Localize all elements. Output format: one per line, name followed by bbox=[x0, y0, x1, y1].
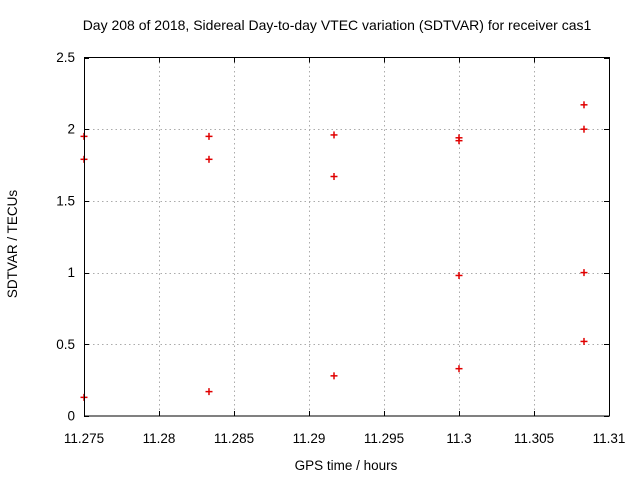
data-points bbox=[80, 101, 588, 401]
y-tick-label: 0 bbox=[67, 409, 75, 424]
x-tick-label: 11.31 bbox=[593, 431, 626, 446]
x-tick-label: 11.29 bbox=[293, 431, 326, 446]
data-point-marker bbox=[580, 125, 588, 133]
y-tick-label: 0.5 bbox=[56, 337, 75, 352]
data-point-marker bbox=[580, 269, 588, 277]
x-tick-label: 11.295 bbox=[364, 431, 404, 446]
tick-labels: 11.275 11.28 11.285 11.29 11.295 11.3 11.305 11… bbox=[56, 50, 625, 446]
x-tick-label: 11.3 bbox=[446, 431, 471, 446]
chart-title: Day 208 of 2018, Sidereal Day-to-day VTE… bbox=[83, 17, 592, 33]
data-point-marker bbox=[330, 173, 338, 181]
data-point-marker bbox=[205, 132, 213, 140]
data-point-marker bbox=[455, 271, 463, 279]
data-point-marker bbox=[205, 155, 213, 163]
x-axis-label: GPS time / hours bbox=[295, 458, 398, 473]
plot-frame-and-ticks bbox=[84, 57, 610, 417]
data-point-marker bbox=[455, 365, 463, 373]
data-point-marker bbox=[205, 388, 213, 396]
y-tick-label: 1.5 bbox=[56, 193, 75, 208]
y-tick-label: 1 bbox=[67, 265, 75, 280]
x-tick-label: 11.28 bbox=[143, 431, 176, 446]
x-tick-label: 11.285 bbox=[214, 431, 254, 446]
y-axis-label: SDTVAR / TECUs bbox=[5, 190, 20, 299]
x-tick-label: 11.305 bbox=[514, 431, 554, 446]
data-point-marker bbox=[580, 337, 588, 345]
x-tick-label: 11.275 bbox=[64, 431, 104, 446]
y-tick-label: 2 bbox=[67, 122, 75, 137]
data-point-marker bbox=[330, 131, 338, 139]
data-point-marker bbox=[580, 101, 588, 109]
gridlines bbox=[84, 57, 609, 416]
data-point-marker bbox=[455, 137, 463, 145]
data-point-marker bbox=[330, 372, 338, 380]
plot-border bbox=[84, 57, 610, 417]
y-tick-label: 2.5 bbox=[56, 50, 75, 65]
